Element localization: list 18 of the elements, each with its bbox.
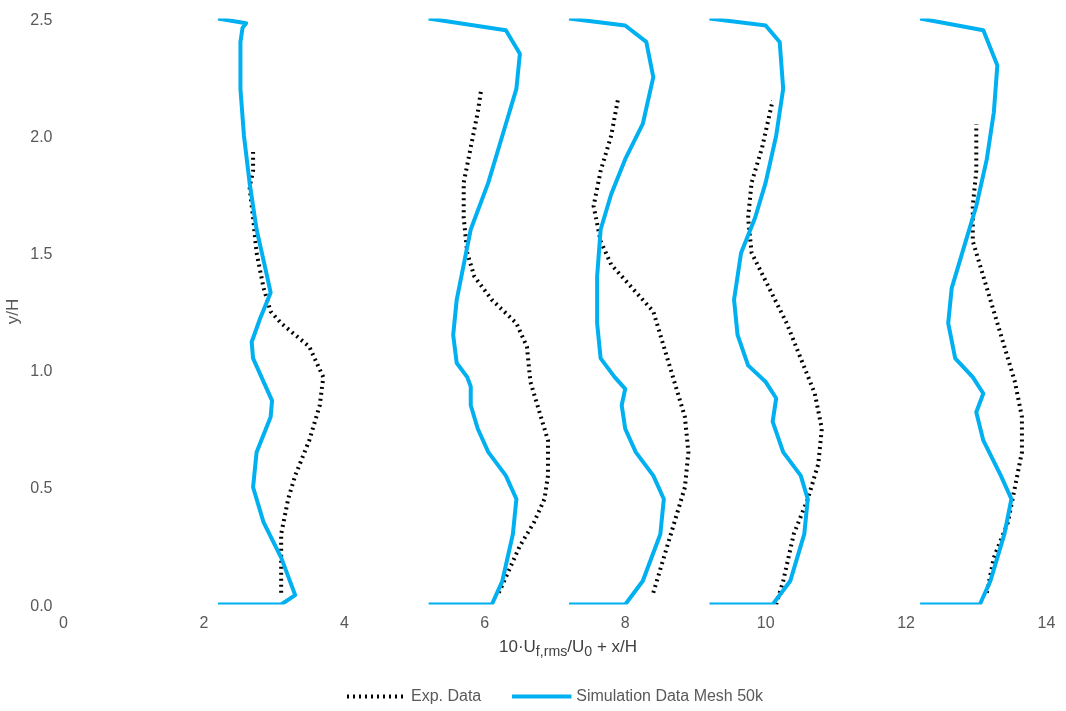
y-tick-label: 0.0: [30, 596, 53, 614]
x-tick-label: 2: [199, 613, 209, 631]
x-tick-label: 0: [59, 613, 69, 631]
x-tick-label: 12: [897, 613, 916, 631]
y-tick-label: 2.0: [30, 127, 53, 145]
x-tick-label: 4: [339, 613, 349, 631]
x-tick-label: 10: [756, 613, 775, 631]
legend-label: Simulation Data Mesh 50k: [576, 687, 764, 705]
y-tick-label: 1.0: [30, 362, 53, 380]
y-tick-label: 1.5: [30, 244, 53, 262]
y-tick-label: 0.5: [30, 479, 53, 497]
y-axis-title: y/H: [3, 298, 23, 325]
x-tick-label: 8: [620, 613, 630, 631]
legend-label: Exp. Data: [410, 687, 482, 705]
x-tick-label: 6: [480, 613, 490, 631]
y-tick-label: 2.5: [30, 10, 53, 28]
x-axis-title: 10·U$_{f,rms}$/U$_{0}$ + x/H: [498, 636, 638, 662]
x-tick-label: 14: [1037, 613, 1056, 631]
